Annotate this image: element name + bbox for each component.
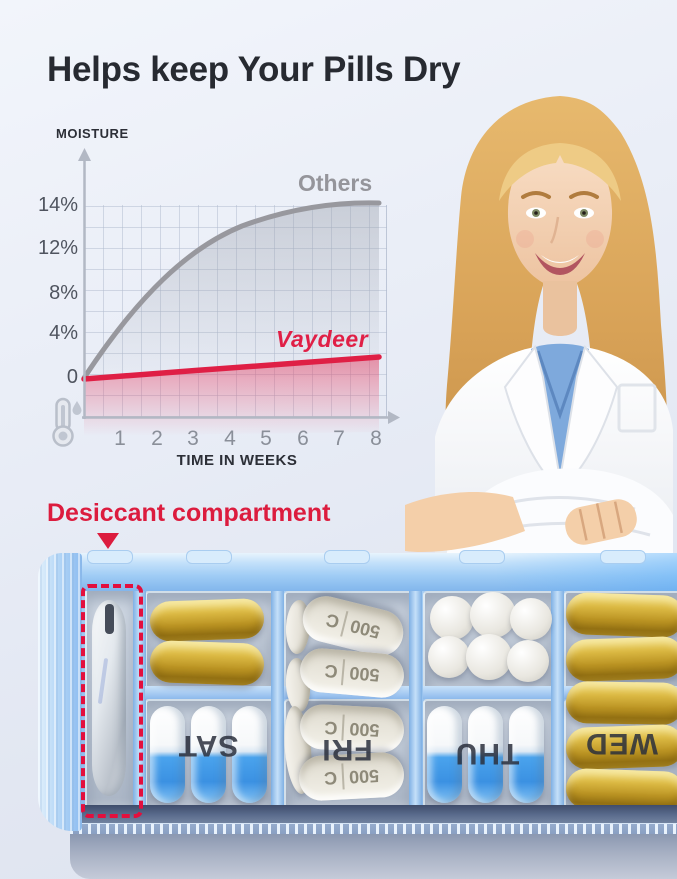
column-divider <box>271 588 284 810</box>
vaydeer-series-label: Vaydeer <box>276 326 369 352</box>
doctor-forearm <box>405 491 525 553</box>
pill-imprint: C <box>323 610 342 633</box>
doctor-photo <box>405 96 673 563</box>
round-tablet <box>470 592 516 638</box>
capsule-pill <box>232 706 267 803</box>
row-divider <box>423 686 551 699</box>
pill-imprint: 500 <box>348 663 381 686</box>
x-tick-label: 5 <box>260 427 272 450</box>
blush-right <box>586 230 604 248</box>
day-label-thu: THU <box>454 737 520 770</box>
scrub-collar <box>536 350 584 420</box>
y-tick-label: 4% <box>49 322 78 344</box>
desiccant-packet-seal <box>105 604 114 634</box>
x-tick-label: 2 <box>151 427 163 450</box>
lid-latch <box>87 550 133 564</box>
blush-left <box>516 230 534 248</box>
day-label-wed: WED <box>585 727 658 760</box>
organizer-inner-edge <box>70 805 677 823</box>
column-divider <box>551 588 564 810</box>
softgel-pill <box>149 598 265 642</box>
softgel-pill <box>565 635 677 683</box>
thermometer-icon <box>52 397 74 447</box>
others-series-label: Others <box>298 170 373 196</box>
x-tick-label: 7 <box>333 427 345 450</box>
x-tick-label: 8 <box>370 427 382 450</box>
doctor-face <box>507 147 613 289</box>
doctor-hand <box>565 499 637 545</box>
y-tick-label: 14% <box>37 194 78 216</box>
round-tablet <box>428 636 470 678</box>
x-tick-label: 4 <box>224 427 236 450</box>
capsule-pill <box>191 706 226 803</box>
vaydeer-line <box>81 354 382 382</box>
y-axis-title: MOISTURE <box>56 126 129 141</box>
lid-latch <box>459 550 505 564</box>
softgel-pill <box>565 680 677 726</box>
pill-imprint: 500 <box>348 616 383 643</box>
capsule-pill <box>468 706 503 803</box>
column-divider <box>409 588 422 810</box>
pill-imprint: 500 <box>348 765 380 788</box>
pill-score-line <box>341 763 345 790</box>
lid-latch <box>186 550 232 564</box>
others-curve <box>81 200 382 381</box>
coat-pocket <box>617 383 657 433</box>
x-axis-title: TIME IN WEEKS <box>176 452 298 469</box>
organizer-front-face <box>70 834 677 879</box>
y-tick-label: 0 <box>66 366 78 388</box>
callout-label: Desiccant compartment <box>47 499 331 527</box>
doctor-neck <box>543 281 577 336</box>
y-axis-arrow-icon <box>78 148 91 161</box>
callout-down-arrow-icon <box>97 533 119 549</box>
others-area-fill <box>84 202 379 378</box>
coat-sleeve <box>445 468 673 563</box>
round-tablet <box>430 596 474 640</box>
x-tick-label: 3 <box>187 427 199 450</box>
droplet-icon <box>72 401 82 415</box>
row-divider <box>145 686 271 699</box>
day-label-sat: SAT <box>177 729 239 762</box>
organizer-hinge-ridges <box>70 823 677 835</box>
x-axis-arrow-icon <box>388 411 400 424</box>
doctor-front-hair <box>499 143 621 201</box>
organizer-end-cap <box>38 553 82 831</box>
round-tablet <box>507 640 549 682</box>
organizer-top-rim <box>70 553 677 591</box>
capsule-pill <box>427 706 462 803</box>
capsule-pill <box>150 706 185 803</box>
doctor-smile <box>535 253 585 275</box>
pill-imprint: C <box>323 767 338 789</box>
doctor-eyes <box>521 191 599 219</box>
softgel-pill <box>565 591 677 639</box>
lid-latch <box>324 550 370 564</box>
softgel-pill <box>149 640 265 686</box>
page-title: Helps keep Your Pills Dry <box>47 50 461 89</box>
y-tick-label: 8% <box>49 282 78 304</box>
round-tablet <box>510 598 552 640</box>
pill-score-line <box>341 659 346 686</box>
moisture-chart <box>52 148 400 447</box>
x-tick-label: 6 <box>297 427 309 450</box>
round-tablet <box>466 634 512 680</box>
desiccant-highlight-border <box>81 584 143 818</box>
pill-organizer: 500 C 500 C 500 C 500 C <box>0 548 677 879</box>
pill-imprint: C <box>323 661 339 683</box>
day-label-fri: FRI <box>321 733 373 766</box>
y-tick-label: 12% <box>37 237 78 259</box>
x-tick-label: 1 <box>114 427 126 450</box>
capsule-pill <box>509 706 544 803</box>
doctor-nose <box>549 216 560 244</box>
lid-latch <box>600 550 646 564</box>
